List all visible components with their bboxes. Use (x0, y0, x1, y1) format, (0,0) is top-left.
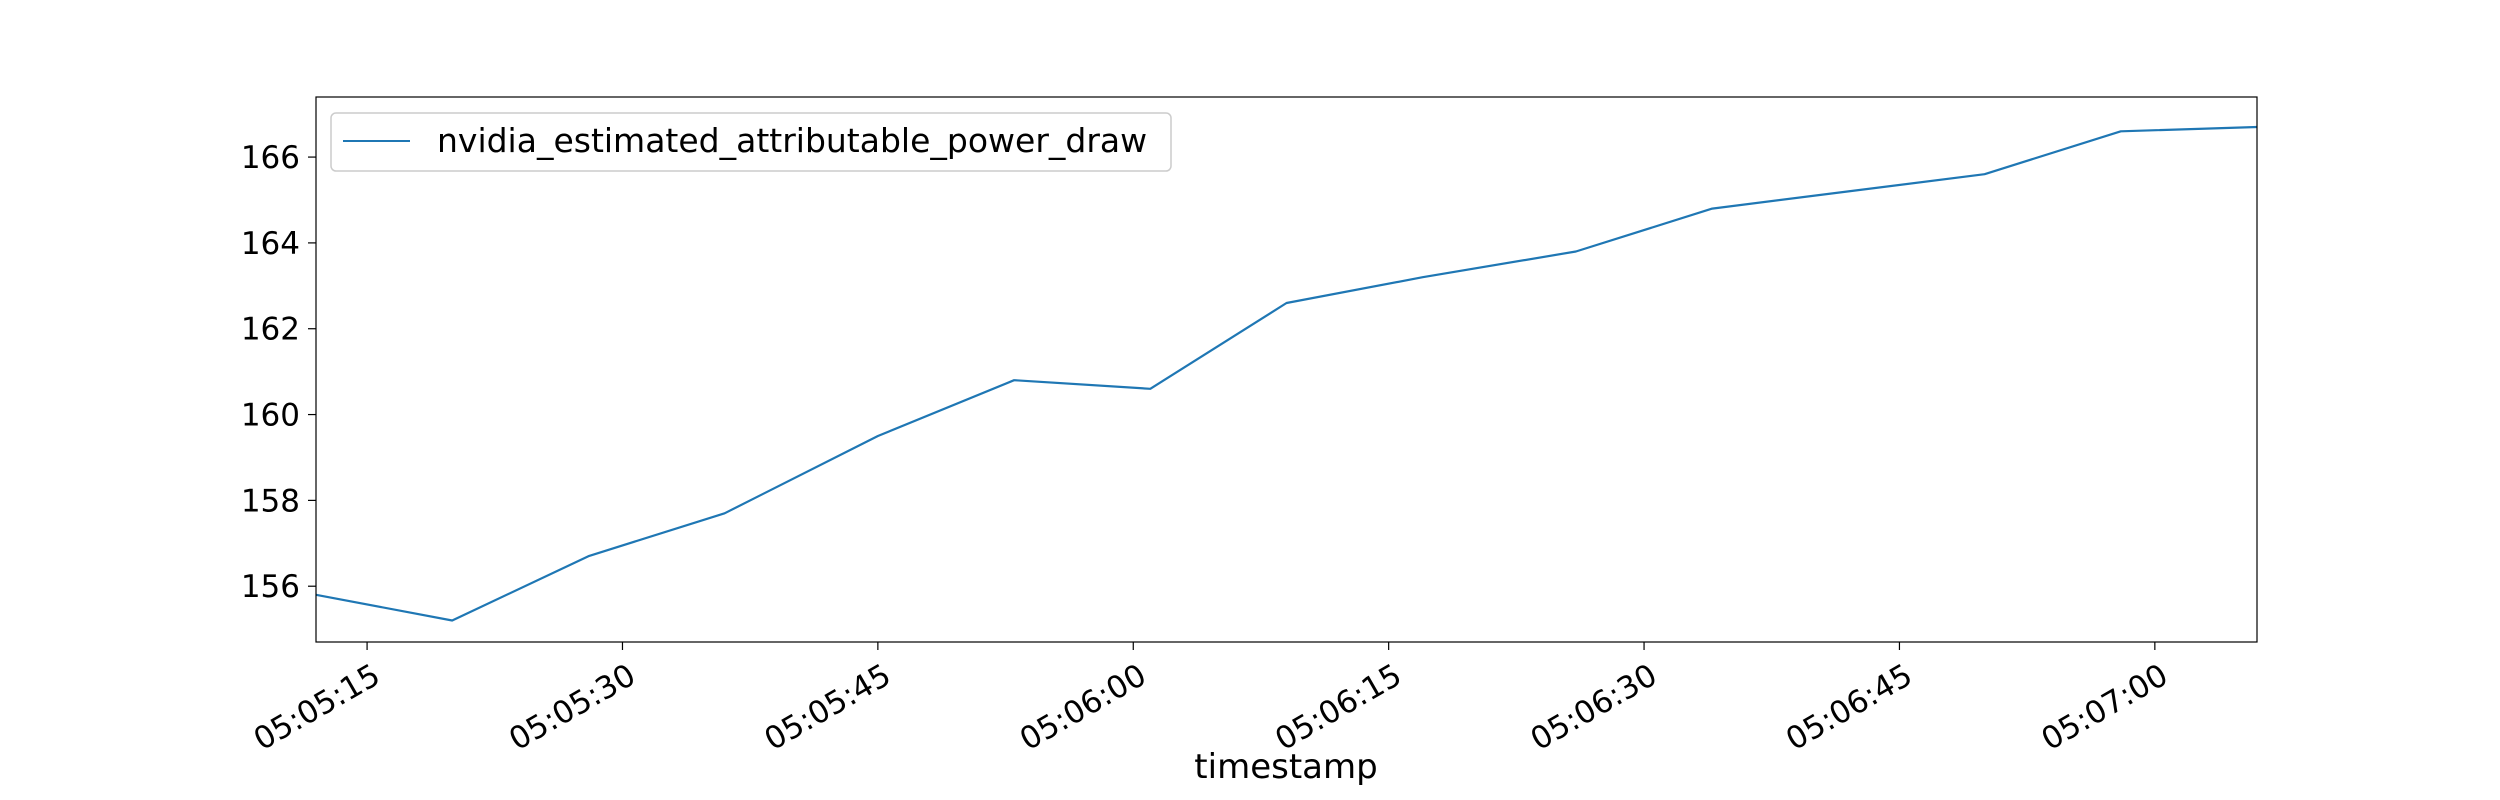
plot-frame (315, 96, 2258, 643)
y-tick-label: 158 (241, 483, 300, 519)
x-tick-label: 05:05:45 (758, 657, 897, 758)
x-tick-label: 05:07:00 (2035, 657, 2174, 758)
x-tick-label: 05:06:15 (1269, 657, 1408, 758)
y-axis: 156 158 160 162 164 166 (241, 140, 316, 605)
legend-label: nvidia_estimated_attributable_power_draw (437, 121, 1147, 160)
y-tick-label: 156 (241, 569, 300, 605)
legend-box (330, 112, 1172, 172)
series-line (315, 125, 2258, 622)
y-tick-label: 166 (241, 140, 300, 176)
plot-area (316, 97, 2257, 642)
y-tick-label: 164 (241, 226, 300, 262)
x-tick-label: 05:05:30 (503, 657, 642, 758)
y-tick-label: 160 (241, 398, 300, 434)
x-tick-label: 05:05:15 (248, 657, 387, 758)
series-layer (315, 125, 2258, 622)
x-tick-label: 05:06:45 (1780, 657, 1919, 758)
x-tick-label: 05:06:30 (1525, 657, 1664, 758)
x-axis-label: timestamp (1194, 747, 1377, 787)
x-axis: 05:05:15 05:05:30 05:05:45 05:06:00 05:06:15… (248, 642, 2174, 758)
legend: nvidia_estimated_attributable_power_draw (330, 112, 1172, 172)
x-tick-label: 05:06:00 (1014, 657, 1153, 758)
y-tick-label: 162 (241, 312, 300, 348)
